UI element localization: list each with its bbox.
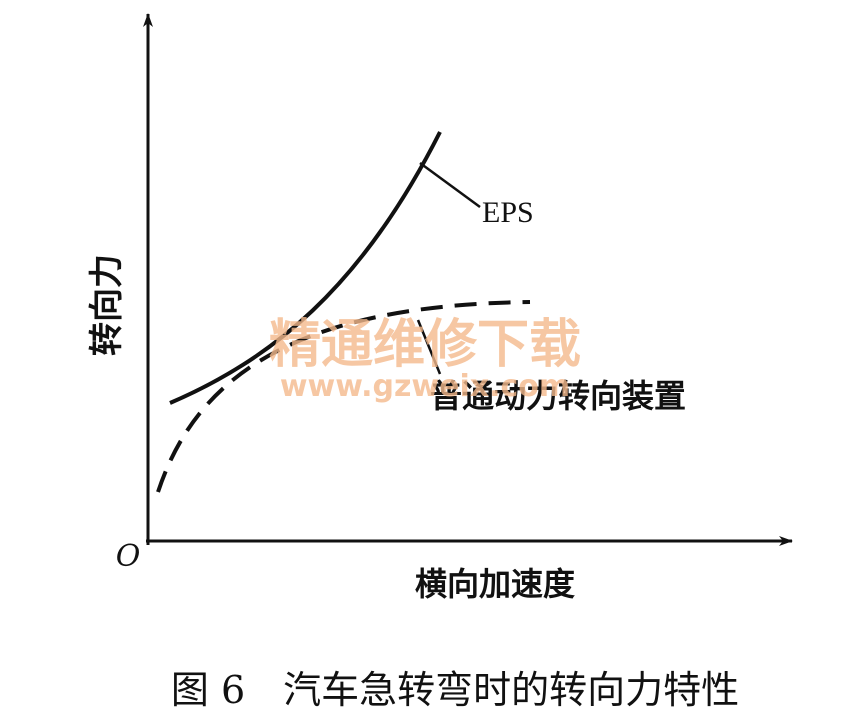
y-axis-label: 转向力 (87, 254, 127, 356)
normal-leader (416, 319, 442, 375)
watermark-url: www.gzweix.com (280, 369, 570, 404)
normal-label: 普通动力转向装置 (430, 377, 686, 415)
caption: 图 6 汽车急转弯时的转向力特性 (171, 668, 739, 712)
origin-label: O (116, 539, 141, 574)
eps-label: EPS (482, 196, 534, 229)
x-axis-label: 横向加速度 (415, 565, 575, 603)
normal-curve (156, 300, 531, 493)
watermark-title: 精通维修下载 (269, 314, 581, 375)
eps-leader (419, 161, 481, 209)
eps-curve (169, 131, 442, 405)
